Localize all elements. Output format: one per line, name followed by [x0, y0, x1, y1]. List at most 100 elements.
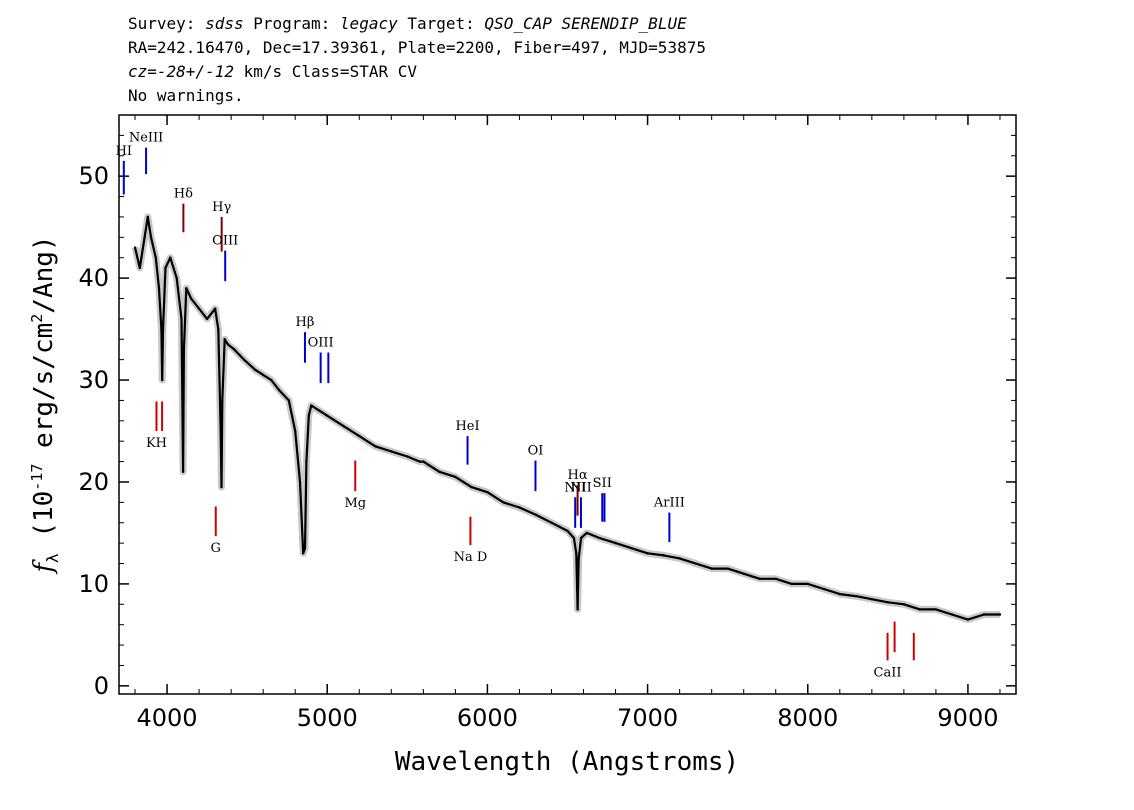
program-label: Program: — [243, 14, 340, 33]
data-point — [470, 485, 473, 489]
data-point — [149, 236, 153, 239]
data-point — [854, 594, 858, 598]
x-tick-label: 4000 — [137, 704, 198, 732]
x-axis-title: Wavelength (Angstroms) — [395, 747, 739, 777]
data-point — [358, 434, 361, 438]
data-point — [138, 266, 142, 270]
data-point — [154, 256, 158, 259]
data-point — [534, 513, 537, 516]
data-point — [630, 547, 633, 550]
data-point — [774, 577, 777, 581]
y-tick-label: 10 — [78, 570, 109, 598]
data-point — [223, 338, 226, 341]
data-point — [662, 554, 665, 557]
data-point — [213, 307, 217, 310]
data-point — [157, 287, 161, 290]
data-point — [438, 470, 441, 473]
data-point — [518, 506, 521, 509]
line-label: SII — [593, 476, 612, 491]
data-point — [758, 577, 761, 581]
data-point — [219, 429, 222, 433]
data-point — [185, 287, 188, 290]
survey-label: Survey: — [128, 14, 206, 33]
data-point — [205, 317, 209, 321]
x-tick-label: 6000 — [457, 704, 518, 732]
y-tick-label: 40 — [78, 264, 109, 292]
data-point — [406, 455, 409, 458]
data-point — [585, 531, 588, 535]
x-tick-label: 7000 — [617, 704, 678, 732]
data-point — [742, 572, 745, 575]
data-point — [934, 608, 938, 611]
line-label: OIII — [308, 336, 334, 351]
plot-frame — [118, 114, 1017, 695]
data-point — [614, 541, 617, 545]
x-tick-label: 9000 — [937, 704, 998, 732]
data-point — [806, 582, 809, 586]
data-point — [575, 552, 578, 555]
data-point — [161, 378, 164, 382]
data-point — [307, 414, 311, 417]
data-point — [598, 536, 601, 540]
line-label: OIII — [212, 234, 238, 249]
data-point — [318, 409, 321, 412]
line-label: Mg — [344, 496, 366, 511]
data-point — [918, 608, 922, 611]
data-point — [181, 470, 185, 473]
survey-value: sdss — [205, 14, 244, 33]
data-point — [146, 215, 150, 219]
redshift-value: cz=-28+/-12 — [128, 62, 234, 81]
line-label: G — [211, 541, 221, 556]
data-point — [390, 450, 393, 453]
program-value: legacy — [339, 14, 398, 33]
target-label: Target: — [397, 14, 485, 33]
header-line-4: No warnings. — [128, 86, 244, 105]
header-line-2: RA=242.16470, Dec=17.39361, Plate=2200, … — [128, 38, 706, 57]
spectrum-series — [131, 213, 1002, 624]
line-label: KH — [146, 436, 167, 451]
spectrum-error-band — [131, 213, 1000, 624]
y-tick-label: 50 — [78, 162, 109, 190]
data-point — [310, 404, 313, 407]
data-point — [646, 552, 649, 555]
data-point — [305, 460, 308, 463]
data-point — [253, 368, 257, 372]
data-point — [180, 317, 183, 321]
data-point — [269, 378, 273, 382]
data-point — [298, 480, 302, 484]
data-point — [261, 373, 265, 377]
data-point — [572, 536, 576, 540]
data-point — [161, 327, 165, 331]
x-tick-label: 8000 — [777, 704, 838, 732]
data-point — [902, 603, 906, 606]
data-point — [293, 429, 297, 433]
line-label: Hβ — [296, 315, 315, 330]
data-point — [790, 582, 793, 586]
data-point — [287, 399, 290, 402]
line-label: CaII — [874, 665, 902, 680]
data-point — [133, 246, 137, 249]
data-point — [164, 266, 167, 270]
data-point — [550, 521, 553, 524]
data-point — [221, 399, 224, 402]
data-point — [326, 414, 329, 417]
data-point — [579, 536, 583, 540]
line-label: NII — [570, 480, 592, 495]
data-point — [422, 460, 425, 463]
data-point — [678, 557, 681, 560]
data-point — [998, 613, 1002, 616]
line-label: HI — [116, 144, 132, 159]
axis-ticks: 4000 5000 6000 7000 8000 9000 0 10 20 30 40 50 — [78, 115, 1016, 732]
y-tick-label: 30 — [78, 366, 109, 394]
data-point — [233, 348, 236, 351]
line-label: NeIII — [129, 131, 163, 146]
data-point — [302, 552, 305, 555]
data-point — [242, 358, 246, 361]
classification: km/s Class=STAR CV — [233, 62, 417, 81]
data-point — [303, 547, 307, 550]
data-point — [197, 307, 201, 310]
target-value: QSO_CAP SERENDIP_BLUE — [484, 14, 687, 33]
data-point — [169, 256, 172, 259]
